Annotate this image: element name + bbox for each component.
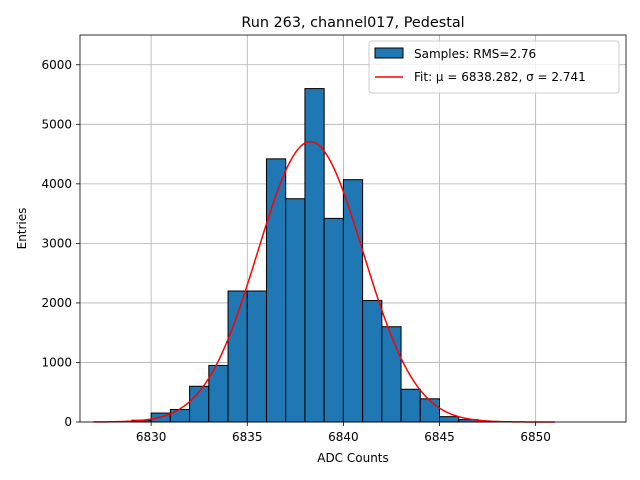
- histogram-bar: [323, 217, 344, 423]
- y-tick-label: 6000: [41, 58, 72, 72]
- legend-histogram-swatch: [374, 47, 404, 59]
- x-axis-label: ADC Counts: [317, 451, 389, 465]
- y-tick-label: 4000: [41, 177, 72, 191]
- histogram-bar: [381, 326, 402, 423]
- x-tick-label: 6840: [328, 430, 359, 444]
- fit-curve: [93, 140, 555, 423]
- y-tick-label: 2000: [41, 296, 72, 310]
- histogram-bars: [131, 88, 498, 423]
- histogram-bar: [265, 158, 287, 423]
- legend: Samples: RMS=2.76 Fit: μ = 6838.282, σ =…: [368, 40, 620, 94]
- histogram-bar: [246, 290, 267, 423]
- y-tick-label: 1000: [41, 355, 72, 369]
- x-tick-label: 6845: [424, 430, 455, 444]
- plot-frame: [79, 34, 627, 423]
- legend-histogram-label: Samples: RMS=2.76: [414, 47, 536, 61]
- y-axis-label: Entries: [15, 208, 29, 250]
- y-tick-label: 0: [64, 415, 72, 429]
- y-axis-ticks: 0 1000 2000 3000 4000 5000 6000: [41, 58, 80, 429]
- histogram-bar: [362, 300, 383, 423]
- histogram-bar: [285, 198, 306, 423]
- chart-title: Run 263, channel017, Pedestal: [241, 15, 464, 31]
- y-tick-label: 5000: [41, 117, 72, 131]
- histogram-bar: [342, 179, 364, 423]
- histogram-bar: [439, 416, 460, 423]
- x-axis-ticks: 6830 6835 6840 6845 6850: [136, 422, 551, 444]
- x-tick-label: 6850: [520, 430, 551, 444]
- histogram-bar: [400, 388, 421, 423]
- legend-box: [368, 40, 620, 94]
- histogram-bar: [169, 408, 191, 423]
- legend-fit-label: Fit: μ = 6838.282, σ = 2.741: [414, 70, 586, 84]
- histogram-bar: [419, 398, 441, 423]
- histogram-bar: [227, 290, 248, 423]
- x-tick-label: 6835: [232, 430, 263, 444]
- x-tick-label: 6830: [136, 430, 167, 444]
- histogram-bar: [304, 88, 325, 423]
- y-tick-label: 3000: [41, 236, 72, 250]
